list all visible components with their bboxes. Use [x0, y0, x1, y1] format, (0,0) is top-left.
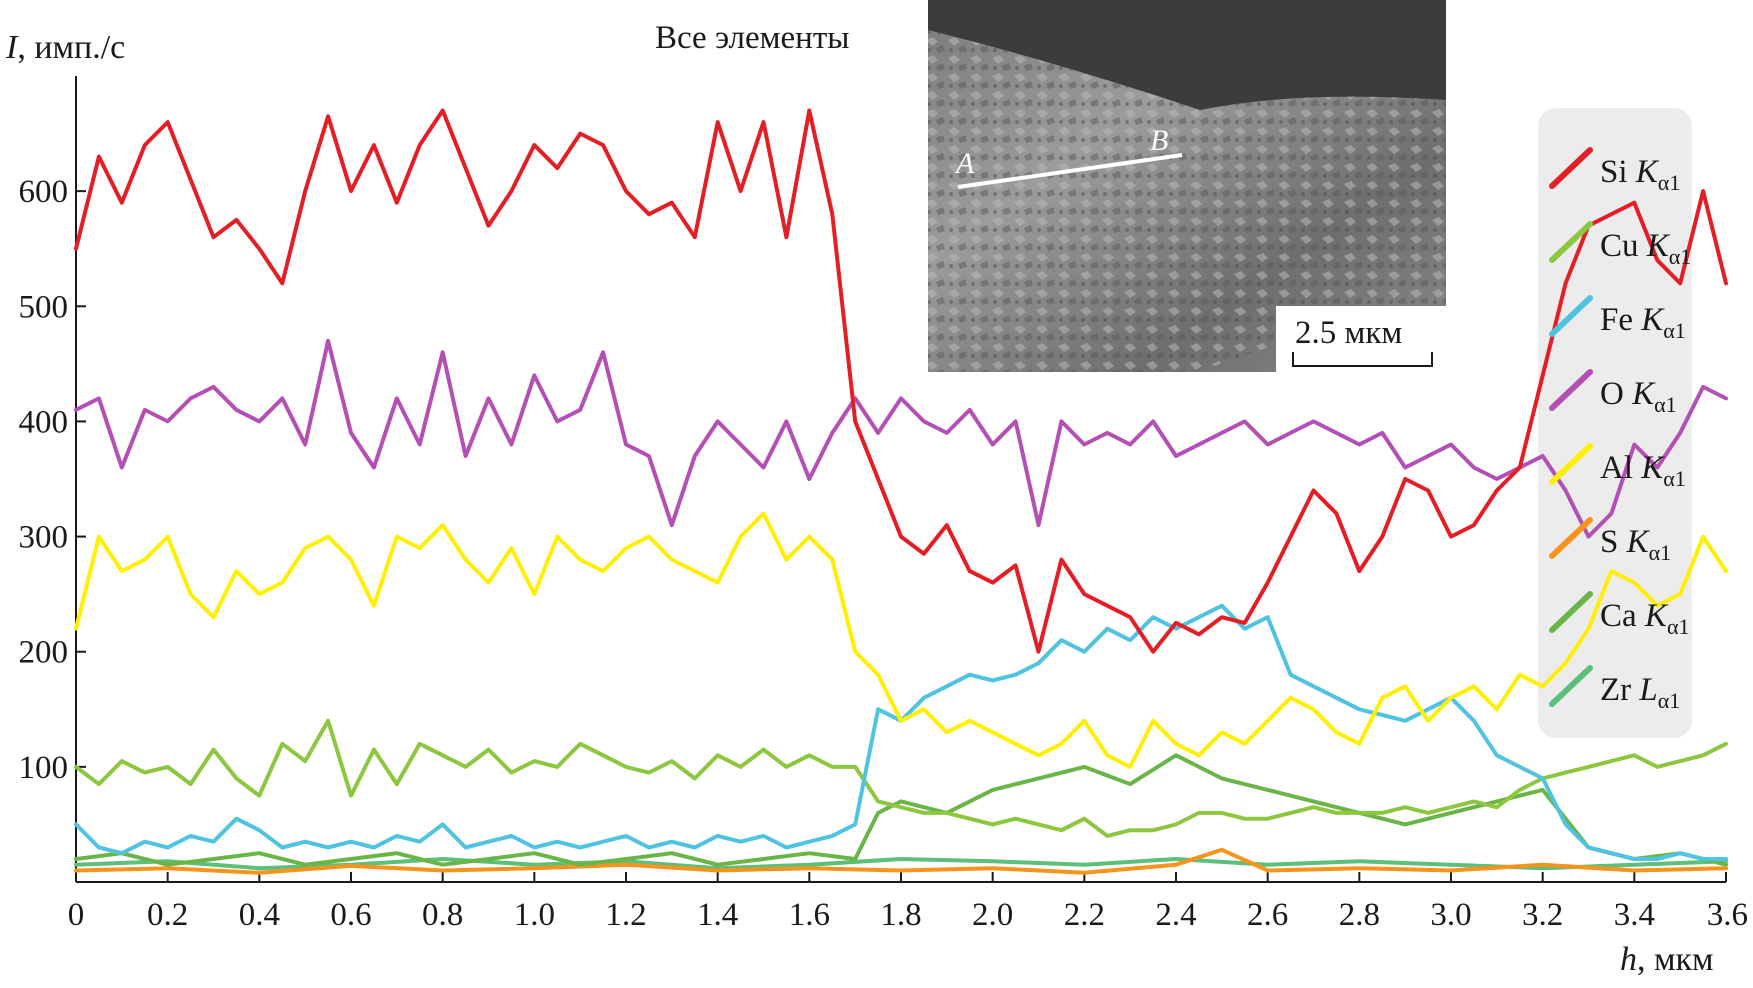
x-axis-unit: , мкм [1637, 941, 1714, 978]
series-line-ca [74, 753, 1728, 867]
y-tick-label: 500 [19, 289, 69, 325]
sem-scale-label: 2.5 мкм [1295, 315, 1402, 351]
y-tick-label: 300 [19, 520, 69, 556]
x-tick-label: 0 [68, 897, 85, 933]
legend-entry-si: Si Kα1 [1600, 154, 1680, 195]
sem-line-ab [957, 153, 1183, 189]
legend-swatch-al [1549, 443, 1593, 485]
series-line-o [74, 338, 1728, 539]
legend-swatch-ca [1549, 591, 1593, 633]
y-ticks: 100 200 300 400 500 600 [19, 174, 86, 786]
legend: Si Kα1 Cu Kα1 Fe Kα1 O Kα1 Al Kα1 S Kα1 Ca Kα1… [1549, 147, 1691, 713]
x-tick-label: 1.0 [514, 897, 555, 933]
legend-swatch-o [1549, 369, 1593, 411]
x-tick-label: 1.6 [789, 897, 830, 933]
y-tick-label: 600 [19, 174, 69, 210]
legend-entry-zr: Zr Lα1 [1600, 672, 1680, 713]
chart-title: Все элементы [655, 20, 849, 56]
y-tick-label: 400 [19, 404, 69, 440]
legend-entry-o: O Kα1 [1600, 376, 1677, 417]
series-line-s [74, 847, 1728, 875]
x-tick-label: 3.6 [1707, 897, 1748, 933]
legend-swatch-zr [1549, 665, 1593, 707]
x-tick-label: 0.6 [330, 897, 371, 933]
legend-swatch-cu [1549, 221, 1593, 263]
x-tick-label: 2.0 [972, 897, 1013, 933]
x-tick-label: 2.8 [1339, 897, 1380, 933]
y-tick-label: 100 [19, 750, 69, 786]
sem-scale-bar [1292, 352, 1433, 367]
x-axis-symbol: h [1620, 941, 1637, 978]
x-tick-label: 3.0 [1430, 897, 1471, 933]
legend-entry-cu: Cu Kα1 [1600, 228, 1691, 269]
legend-panel [1538, 108, 1692, 738]
sem-inset: A B 2.5 мкм [928, 0, 1446, 372]
x-tick-label: 2.6 [1247, 897, 1288, 933]
x-tick-label: 3.2 [1522, 897, 1563, 933]
series-line-si [74, 108, 1728, 654]
legend-swatch-fe [1549, 295, 1593, 337]
y-axis-title: I, имп./с [5, 29, 125, 66]
legend-swatch-si [1549, 147, 1593, 189]
sem-background-dark [928, 0, 1446, 110]
y-axis-symbol: I [5, 29, 19, 66]
legend-swatch-s [1549, 517, 1593, 559]
series-layer [74, 108, 1728, 875]
x-axis-title: h, мкм [1620, 941, 1714, 978]
series-line-cu [74, 718, 1728, 838]
x-tick-label: 1.4 [697, 897, 738, 933]
x-tick-label: 1.2 [605, 897, 646, 933]
x-ticks: 0 0.2 0.4 0.6 0.8 1.0 1.2 1.4 1.6 1.8 2.0 2.2 2.4 2.6… [68, 872, 1748, 933]
x-tick-label: 0.4 [239, 897, 280, 933]
x-tick-label: 3.4 [1614, 897, 1655, 933]
x-tick-label: 0.2 [147, 897, 188, 933]
series-line-al [74, 511, 1728, 769]
x-tick-label: 1.8 [880, 897, 921, 933]
legend-entry-fe: Fe Kα1 [1600, 302, 1686, 343]
legend-entry-ca: Ca Kα1 [1600, 598, 1689, 639]
x-tick-label: 2.4 [1155, 897, 1196, 933]
y-axis-unit: , имп./с [17, 29, 125, 66]
sem-point-b: B [1150, 124, 1168, 157]
x-tick-label: 2.2 [1064, 897, 1105, 933]
legend-entry-s: S Kα1 [1600, 524, 1671, 565]
legend-entry-al: Al Kα1 [1600, 450, 1686, 491]
y-tick-label: 200 [19, 635, 69, 671]
x-tick-label: 0.8 [422, 897, 463, 933]
sem-fiber [928, 30, 1446, 372]
sem-scale-box [1276, 306, 1446, 372]
sem-point-a: A [954, 147, 975, 180]
